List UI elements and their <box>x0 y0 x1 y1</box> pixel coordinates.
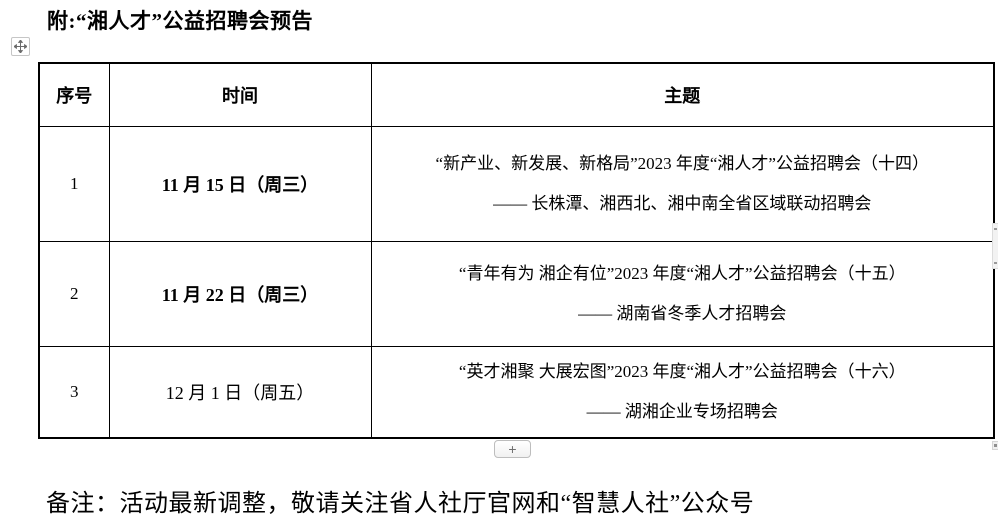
cell-number[interactable]: 2 <box>38 240 110 347</box>
scrollbar-tick <box>994 262 997 264</box>
cell-number[interactable]: 1 <box>38 125 110 242</box>
theme-line-1: “青年有为 湘企有位”2023 年度“湘人才”公益招聘会（十五） <box>458 263 906 283</box>
cell-time[interactable]: 11 月 22 日（周三） <box>108 240 372 347</box>
table-move-handle[interactable] <box>11 37 30 56</box>
cell-theme[interactable]: “青年有为 湘企有位”2023 年度“湘人才”公益招聘会（十五） —— 湖南省冬… <box>370 240 995 347</box>
theme-line-2: —— 湖南省冬季人才招聘会 <box>578 303 787 323</box>
recruitment-schedule-table: 序号 时间 主题 1 11 月 15 日（周三） “新产业、新发展、新格局”20… <box>38 62 995 439</box>
edge-handle-dot <box>994 444 997 447</box>
header-cell-number[interactable]: 序号 <box>38 62 110 127</box>
cell-time[interactable]: 11 月 15 日（周三） <box>108 125 372 242</box>
attachment-title: 附:“湘人才”公益招聘会预告 <box>47 9 313 33</box>
remark-note: 备注：活动最新调整，敬请关注省人社厅官网和“智慧人社”公众号 <box>46 491 755 517</box>
scrollbar-fragment[interactable] <box>992 223 998 269</box>
table-header-row: 序号 时间 主题 <box>38 62 995 127</box>
header-cell-time[interactable]: 时间 <box>108 62 372 127</box>
theme-line-2: —— 长株潭、湘西北、湘中南全省区域联动招聘会 <box>493 193 872 213</box>
header-cell-theme[interactable]: 主题 <box>370 62 995 127</box>
cell-number[interactable]: 3 <box>38 345 110 439</box>
table-row: 3 12 月 1 日（周五） “英才湘聚 大展宏图”2023 年度“湘人才”公益… <box>38 345 995 439</box>
theme-line-2: —— 湖湘企业专场招聘会 <box>586 401 778 421</box>
edge-handle-fragment <box>992 441 998 450</box>
theme-line-1: “新产业、新发展、新格局”2023 年度“湘人才”公益招聘会（十四） <box>435 153 929 173</box>
table-row: 2 11 月 22 日（周三） “青年有为 湘企有位”2023 年度“湘人才”公… <box>38 240 995 347</box>
cell-theme[interactable]: “英才湘聚 大展宏图”2023 年度“湘人才”公益招聘会（十六） —— 湖湘企业… <box>370 345 995 439</box>
cell-theme[interactable]: “新产业、新发展、新格局”2023 年度“湘人才”公益招聘会（十四） —— 长株… <box>370 125 995 242</box>
cell-time[interactable]: 12 月 1 日（周五） <box>108 345 372 439</box>
table-row: 1 11 月 15 日（周三） “新产业、新发展、新格局”2023 年度“湘人才… <box>38 125 995 242</box>
move-icon <box>14 40 27 53</box>
scrollbar-tick <box>994 228 997 230</box>
insert-row-button[interactable]: + <box>494 440 531 458</box>
theme-line-1: “英才湘聚 大展宏图”2023 年度“湘人才”公益招聘会（十六） <box>458 361 906 381</box>
